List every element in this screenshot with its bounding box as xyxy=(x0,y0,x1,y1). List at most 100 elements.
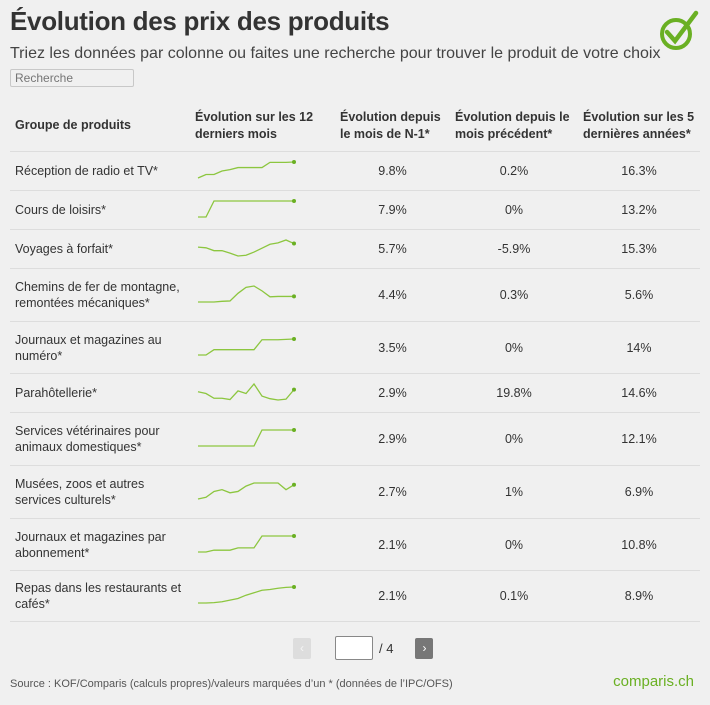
value-prev-month: 0.1% xyxy=(450,570,578,622)
value-n1: 7.9% xyxy=(335,190,450,230)
sparkline xyxy=(198,533,296,553)
value-5-years: 14.6% xyxy=(578,373,700,413)
product-name: Journaux et magazines au numéro* xyxy=(10,321,190,374)
sparkline-end-dot xyxy=(292,199,296,203)
sparkline xyxy=(197,160,296,179)
value-5-years: 10.8% xyxy=(578,518,700,571)
sparkline-line xyxy=(198,337,295,356)
col-header-12-months[interactable]: Évolution sur les 12 derniers mois xyxy=(190,100,335,152)
value-prev-month: 0.3% xyxy=(450,268,578,322)
product-name: Musées, zoos et autres services culturel… xyxy=(10,465,190,519)
sparkline-line xyxy=(198,586,295,604)
sparkline-line xyxy=(197,239,295,257)
value-5-years: 15.3% xyxy=(578,229,700,269)
prev-page-button[interactable]: ‹ xyxy=(293,637,311,659)
sparkline-end-dot xyxy=(292,387,296,392)
table-row: Parahôtellerie* 2.9% 19.8% 14.6% xyxy=(10,373,700,413)
sparkline-end-dot xyxy=(292,160,296,164)
sparkline xyxy=(198,336,296,356)
sparkline-cell xyxy=(190,570,335,622)
col-header-5-years[interactable]: Évolution sur les 5 dernières années* xyxy=(578,100,700,152)
value-5-years: 16.3% xyxy=(578,151,700,191)
sparkline xyxy=(197,482,296,500)
pagination: ‹ / 4 › xyxy=(293,636,434,660)
value-prev-month: 0.2% xyxy=(450,151,578,191)
brand-logo: comparis.ch xyxy=(613,673,694,690)
sparkline-line xyxy=(198,534,294,553)
sparkline xyxy=(198,585,296,604)
value-prev-month: 0% xyxy=(450,412,578,466)
value-n1: 2.9% xyxy=(335,412,450,466)
table-row: Cours de loisirs* 7.9% 0% 13.2% xyxy=(10,190,700,230)
sparkline-end-dot xyxy=(292,336,296,341)
value-5-years: 12.1% xyxy=(578,412,700,466)
table-row: Journaux et magazines au numéro* 3.5% 0%… xyxy=(10,321,700,374)
sparkline-cell xyxy=(190,151,335,191)
table-row: Services vétérinaires pour animaux domes… xyxy=(10,412,700,466)
value-prev-month: 19.8% xyxy=(450,373,578,413)
sparkline-end-dot xyxy=(292,533,296,538)
product-name: Parahôtellerie* xyxy=(10,373,190,413)
value-n1: 4.4% xyxy=(335,268,450,322)
value-5-years: 14% xyxy=(578,321,700,374)
value-n1: 5.7% xyxy=(335,229,450,269)
value-5-years: 6.9% xyxy=(578,465,700,519)
product-name: Repas dans les restaurants et cafés* xyxy=(10,570,190,622)
page-number-input[interactable] xyxy=(335,636,373,660)
product-name: Réception de radio et TV* xyxy=(10,151,190,191)
sparkline-end-dot xyxy=(292,241,296,246)
product-name: Journaux et magazines par abonnement* xyxy=(10,518,190,571)
sparkline-end-dot xyxy=(292,482,296,487)
sparkline-line xyxy=(197,482,295,500)
value-prev-month: 0% xyxy=(450,518,578,571)
search-input[interactable] xyxy=(10,69,134,87)
product-table: Groupe de produits Évolution sur les 12 … xyxy=(10,100,700,622)
col-header-group[interactable]: Groupe de produits xyxy=(10,100,190,152)
col-header-prev-month[interactable]: Évolution depuis le mois précédent* xyxy=(450,100,578,152)
next-page-button[interactable]: › xyxy=(415,637,434,659)
sparkline-line xyxy=(197,161,295,179)
sparkline-end-dot xyxy=(292,585,296,589)
value-prev-month: -5.9% xyxy=(450,229,578,269)
sparkline-cell xyxy=(190,465,335,519)
product-name: Services vétérinaires pour animaux domes… xyxy=(10,412,190,466)
value-n1: 2.1% xyxy=(335,570,450,622)
sparkline-end-dot xyxy=(292,428,296,432)
sparkline-cell xyxy=(190,321,335,374)
sparkline-end-dot xyxy=(292,294,296,299)
sparkline-cell xyxy=(190,268,335,322)
value-prev-month: 0% xyxy=(450,190,578,230)
value-n1: 2.7% xyxy=(335,465,450,519)
col-header-n1[interactable]: Évolution depuis le mois de N-1* xyxy=(335,100,450,152)
product-name: Voyages à forfait* xyxy=(10,229,190,269)
product-name: Chemins de fer de montagne, remontées mé… xyxy=(10,268,190,322)
sparkline xyxy=(197,382,296,401)
value-5-years: 8.9% xyxy=(578,570,700,622)
sparkline-cell xyxy=(190,190,335,230)
table-row: Repas dans les restaurants et cafés* 2.1… xyxy=(10,570,700,622)
sparkline-cell xyxy=(190,412,335,466)
page-total: / 4 xyxy=(379,640,394,656)
sparkline-line xyxy=(198,285,294,303)
table-row: Musées, zoos et autres services culturel… xyxy=(10,465,700,519)
sparkline-cell xyxy=(190,229,335,269)
sparkline-line xyxy=(198,200,294,218)
value-n1: 3.5% xyxy=(335,321,450,374)
sparkline xyxy=(198,199,296,218)
value-n1: 2.9% xyxy=(335,373,450,413)
source-note: Source : KOF/Comparis (calculs propres)/… xyxy=(10,678,453,690)
sparkline-line xyxy=(198,429,294,447)
value-5-years: 13.2% xyxy=(578,190,700,230)
value-prev-month: 0% xyxy=(450,321,578,374)
product-name: Cours de loisirs* xyxy=(10,190,190,230)
sparkline xyxy=(198,285,296,303)
sparkline xyxy=(197,239,296,257)
sparkline-cell xyxy=(190,518,335,571)
table-row: Journaux et magazines par abonnement* 2.… xyxy=(10,518,700,571)
page-title: Évolution des prix des produits xyxy=(10,6,390,36)
checkmark-logo-icon xyxy=(660,10,699,50)
table-row: Chemins de fer de montagne, remontées mé… xyxy=(10,268,700,322)
value-n1: 2.1% xyxy=(335,518,450,571)
sparkline-line xyxy=(197,382,295,401)
value-5-years: 5.6% xyxy=(578,268,700,322)
